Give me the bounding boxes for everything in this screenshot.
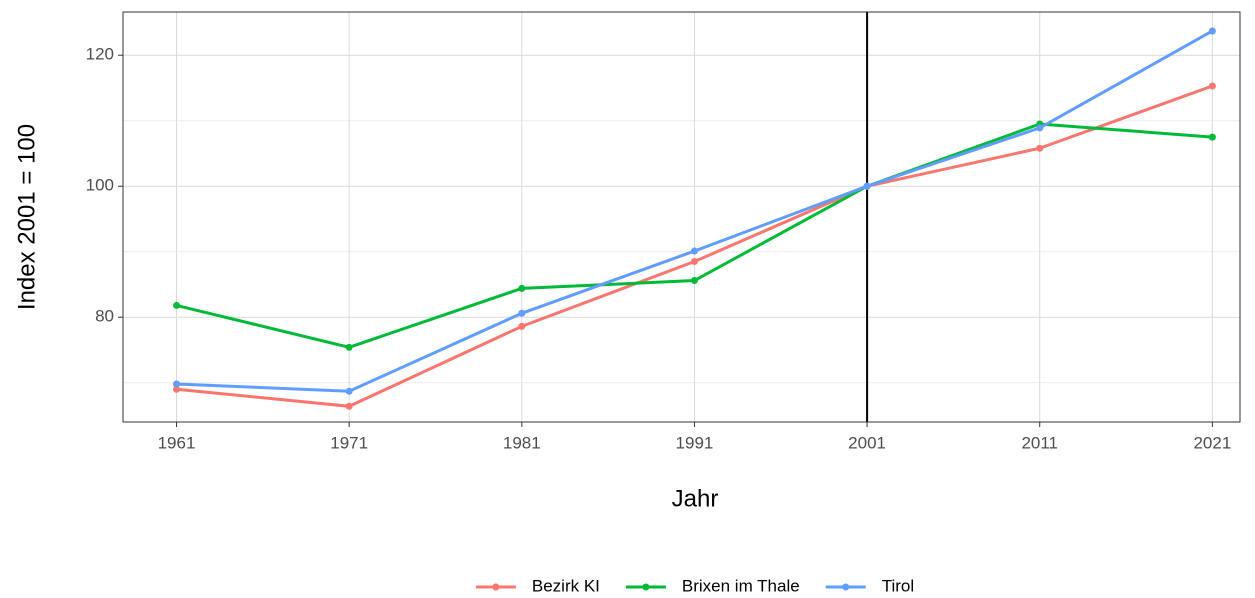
y-tick-label: 120 <box>86 45 114 64</box>
legend-key-point <box>842 583 850 591</box>
x-tick-label: 2011 <box>1021 433 1058 452</box>
panel-border <box>122 11 1241 423</box>
x-tick-label: 1991 <box>676 433 714 452</box>
data-point <box>345 343 353 351</box>
x-tick-label: 2021 <box>1193 433 1231 452</box>
data-point <box>518 309 526 317</box>
legend-label: Bezirk KI <box>532 576 600 595</box>
x-tick-label: 1971 <box>330 433 368 452</box>
data-point <box>1208 133 1216 141</box>
legend-key-point <box>492 583 500 591</box>
x-tick-label: 1961 <box>158 433 196 452</box>
legend-key-point <box>642 583 650 591</box>
x-tick-label: 1981 <box>503 433 541 452</box>
legend: Bezirk KI Brixen im Thale Tirol <box>475 576 914 595</box>
data-point <box>863 182 871 190</box>
y-tick-label: 100 <box>86 176 114 195</box>
data-point <box>1208 27 1216 35</box>
data-point <box>1208 82 1216 90</box>
x-axis-label: Jahr <box>672 485 719 512</box>
data-point <box>518 284 526 292</box>
y-tick-label: 80 <box>95 307 114 326</box>
data-point <box>345 387 353 395</box>
data-point <box>1036 124 1044 132</box>
data-point <box>173 385 181 393</box>
data-point <box>690 247 698 255</box>
data-point <box>345 402 353 410</box>
y-axis-label: Index 2001 = 100 <box>13 124 40 310</box>
data-point <box>690 277 698 285</box>
legend-label: Tirol <box>882 576 914 595</box>
data-point <box>173 380 181 388</box>
data-point <box>173 301 181 309</box>
x-tick-label: 2001 <box>848 433 886 452</box>
legend-label: Brixen im Thale <box>682 576 800 595</box>
data-point <box>1036 144 1044 152</box>
data-point <box>690 258 698 266</box>
data-point <box>518 322 526 330</box>
